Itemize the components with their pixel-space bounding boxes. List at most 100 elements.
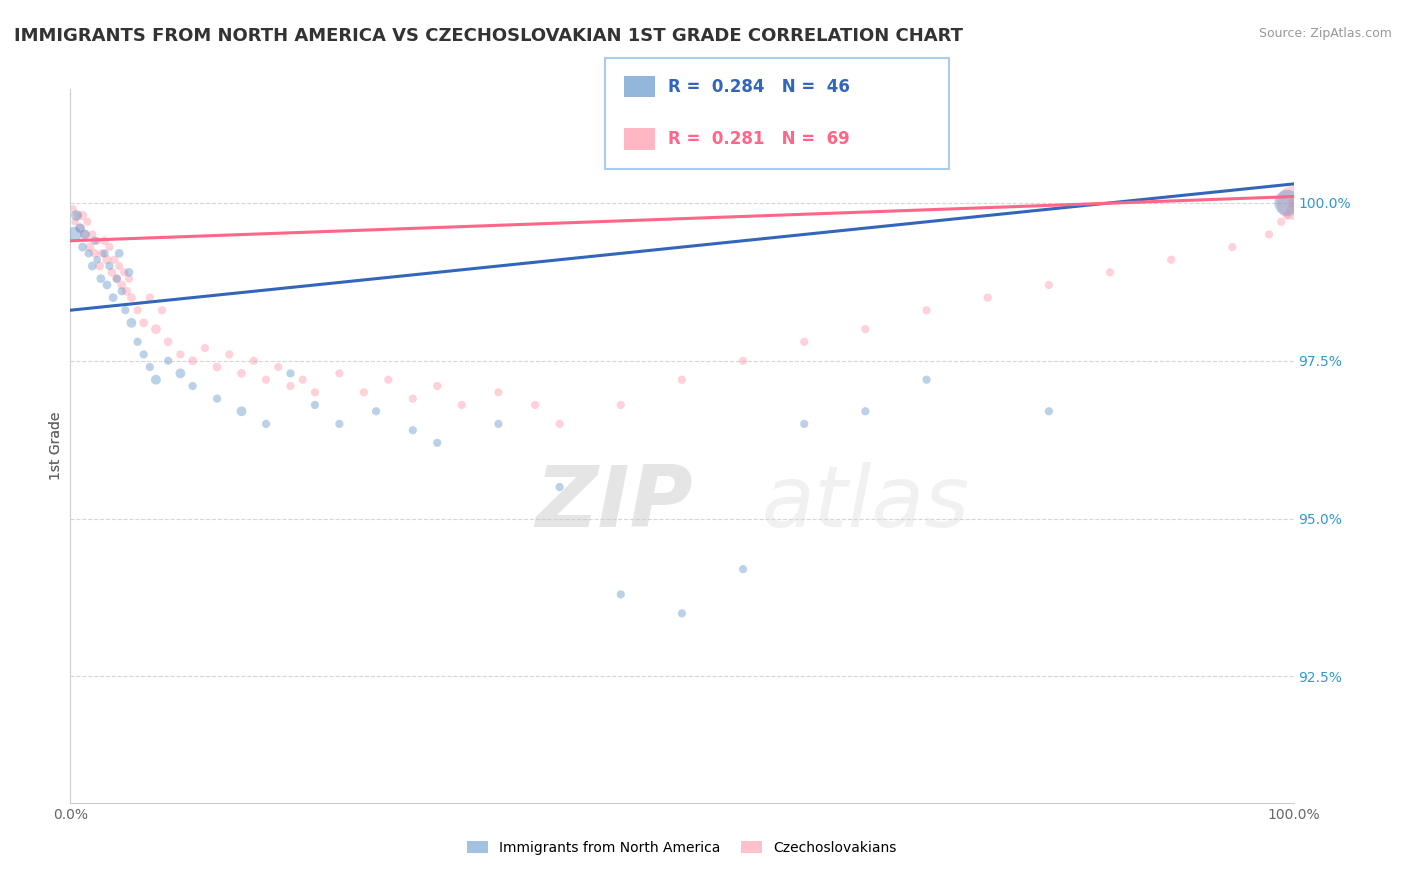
Point (353, 385, 375, 400)
Point (73, 227, 96, 242)
Point (426, 379, 449, 393)
Point (548, 480, 571, 494)
Y-axis label: 1st Grade: 1st Grade (49, 412, 63, 480)
Point (103, 252, 125, 267)
Point (62, 202, 84, 217)
Point (1281, 195, 1303, 210)
Point (733, 353, 755, 368)
Point (1099, 265, 1122, 279)
Point (267, 360, 290, 375)
Point (976, 291, 998, 305)
Point (98, 240, 121, 254)
Point (79, 240, 101, 254)
Point (1270, 215, 1292, 229)
Point (915, 373, 938, 387)
Point (915, 303, 938, 318)
Point (304, 385, 326, 400)
Point (291, 373, 314, 387)
Legend: Immigrants from North America, Czechoslovakians: Immigrants from North America, Czechoslo… (461, 835, 903, 860)
Point (118, 265, 141, 279)
Point (108, 259, 131, 273)
Text: R =  0.281   N =  69: R = 0.281 N = 69 (668, 130, 849, 148)
Point (82, 227, 104, 242)
Point (169, 367, 191, 381)
Text: ZIP: ZIP (536, 461, 693, 545)
Point (304, 398, 326, 412)
Point (328, 417, 350, 431)
Point (450, 398, 472, 412)
Point (114, 303, 136, 318)
Point (402, 423, 425, 437)
Point (1038, 277, 1060, 292)
Point (1038, 404, 1060, 418)
Point (231, 404, 253, 418)
Text: R =  0.284   N =  46: R = 0.284 N = 46 (668, 78, 849, 95)
Point (793, 417, 815, 431)
Text: Source: ZipAtlas.com: Source: ZipAtlas.com (1258, 27, 1392, 40)
Point (72, 209, 94, 223)
Point (328, 367, 350, 381)
Point (793, 334, 815, 349)
Point (280, 367, 302, 381)
Point (231, 367, 253, 381)
Point (127, 303, 149, 318)
Point (132, 316, 155, 330)
Point (83, 246, 105, 260)
Point (69, 221, 91, 235)
Point (121, 316, 143, 330)
Point (671, 373, 693, 387)
Point (218, 347, 240, 361)
Point (90, 271, 112, 285)
Point (86, 234, 108, 248)
Point (145, 322, 167, 336)
Point (72, 240, 94, 254)
Point (115, 285, 138, 299)
Point (96, 252, 118, 267)
Text: IMMIGRANTS FROM NORTH AMERICA VS CZECHOSLOVAKIAN 1ST GRADE CORRELATION CHART: IMMIGRANTS FROM NORTH AMERICA VS CZECHOS… (14, 27, 963, 45)
Point (194, 341, 217, 355)
Point (488, 417, 510, 431)
Point (63, 227, 86, 242)
Point (132, 347, 155, 361)
Point (96, 277, 118, 292)
Point (205, 392, 228, 406)
Point (402, 392, 425, 406)
Point (112, 265, 135, 279)
Point (488, 385, 510, 400)
Point (105, 271, 128, 285)
Point (91, 246, 114, 260)
Point (1258, 227, 1281, 242)
Point (139, 360, 162, 375)
Point (69, 221, 91, 235)
Point (254, 417, 277, 431)
Point (93, 234, 115, 248)
Point (1277, 209, 1299, 223)
Point (1220, 240, 1243, 254)
Point (855, 322, 877, 336)
Point (93, 246, 115, 260)
Point (855, 404, 877, 418)
Point (205, 360, 228, 375)
Point (121, 291, 143, 305)
Point (105, 271, 128, 285)
Point (65, 209, 87, 223)
Point (426, 435, 449, 450)
Point (111, 277, 134, 292)
Point (108, 246, 131, 260)
Point (610, 587, 633, 601)
Point (118, 271, 141, 285)
Point (73, 227, 96, 242)
Point (524, 398, 547, 412)
Point (98, 259, 121, 273)
Point (66, 209, 89, 223)
Point (127, 334, 149, 349)
Point (1279, 202, 1302, 217)
Point (63, 215, 86, 229)
Point (139, 291, 162, 305)
Point (111, 285, 134, 299)
Point (157, 334, 180, 349)
Point (169, 347, 191, 361)
Point (181, 353, 204, 368)
Point (377, 373, 399, 387)
Point (243, 353, 266, 368)
